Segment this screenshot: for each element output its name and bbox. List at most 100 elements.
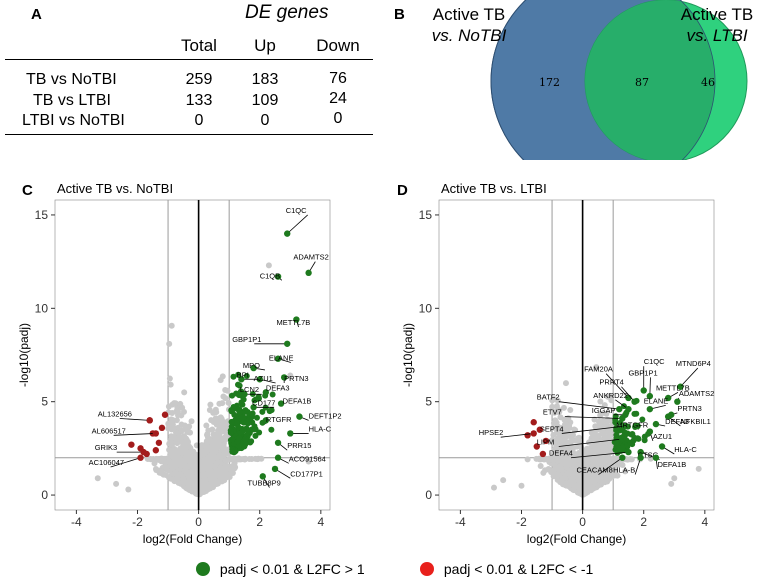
gene-label-leader [598,457,623,475]
gene-label: ANKRD22 [593,391,628,400]
venn-left-label-line1: Active TB [432,5,506,24]
y-tick-label: 0 [41,488,48,502]
gene-point-gray [574,467,581,474]
table-bottom-rule [5,134,373,135]
gene-label-leader [680,367,699,388]
plot-title: Active TB vs. LTBI [441,181,547,196]
gene-point-gray [597,398,604,405]
column-total: Total [181,36,217,55]
gene-point-gray [554,426,561,433]
gene-point-gray [204,482,211,489]
panel-letter-b: B [394,6,405,23]
gene-point-gray [187,448,194,455]
gene-point-green [259,473,266,480]
gene-point-gray [125,486,132,493]
gene-label-leader [119,418,150,421]
gene-point-gray [214,480,221,487]
gene-point-green [259,408,266,415]
gene-point-green [274,273,282,280]
gene-point-gray [169,417,176,424]
gene-point-green [239,428,246,435]
gene-point-gray [204,448,211,455]
gene-point-gray [113,480,120,487]
gene-point-red [539,450,547,458]
x-tick-label: 4 [701,515,708,529]
gene-label: ADAMTS2 [293,253,328,262]
gene-point-gray [595,466,602,473]
gene-point-green [619,454,626,461]
gene-label: DEFT1P2 [309,411,342,420]
gene-point-red [161,411,169,418]
gene-point-gray [218,472,225,479]
legend-green-dot-icon [196,562,210,577]
gene-point-gray [252,455,259,462]
gene-label-leader [558,438,623,447]
gene-point-gray [171,434,178,441]
gene-point-gray [601,468,608,475]
gene-point-gray [549,403,556,410]
gene-point-green [625,448,632,456]
row-up: 109 [251,92,279,109]
gene-point-gray [219,442,226,449]
y-tick-label: 15 [35,208,49,222]
gene-point-green [242,436,249,443]
gene-point-gray [588,468,595,475]
gene-point-gray [167,381,174,388]
gene-point-gray [166,474,173,481]
gene-point-gray [564,469,571,476]
gene-point-green [613,440,620,447]
gene-point-gray [559,429,566,436]
gene-point-gray [204,465,211,472]
gene-label: CTSG [638,451,659,460]
venn-left-label: Active TB vs. NoTBI [404,4,534,46]
gene-point-green [637,448,644,456]
panel-letter-a: A [31,6,42,23]
labeled-genes: MTND6P4 FAM20A C1QC GBP1P1 PRRT4 ADAMTS2METTL… [479,357,714,475]
gene-point-green [658,443,666,450]
gene-label: ETV7 [543,408,562,417]
gene-point-gray [305,458,312,465]
gene-point-gray [225,399,232,406]
gene-point-gray [606,442,613,449]
gene-point-gray [165,425,172,432]
gene-point-gray [222,436,229,443]
gene-point-green [250,404,257,411]
gene-label: MPO [243,361,260,370]
legend-down: padj < 0.01 & L2FC < -1 [420,560,593,577]
gene-label: C1QB [260,271,280,280]
gene-point-gray [583,462,590,469]
gene-point-gray [209,426,216,433]
gene-point-gray [595,443,602,450]
gene-point-red [524,432,531,439]
gene-point-red [140,448,147,456]
gene-point-gray [549,436,556,443]
gene-point-gray [541,455,548,462]
gene-point-gray [184,428,191,435]
gene-point-green [230,373,237,380]
gene-point-gray [603,476,610,483]
gene-point-gray [184,484,191,491]
gene-point-gray [518,482,525,489]
gene-point-gray [551,452,558,459]
gene-point-gray [158,468,165,475]
gene-point-gray [619,462,626,469]
gene-point-gray [229,468,236,475]
row-total: 0 [194,112,204,129]
gene-label: ADAMTS2 [679,389,714,398]
gene-label: C1QC [644,357,665,366]
gene-label-leader [570,451,629,459]
gene-point-green [231,411,238,418]
gene-point-gray [603,457,610,464]
gene-point-green [229,436,236,443]
gene-point-red [158,424,166,432]
gene-point-gray [154,456,161,463]
gene-label-leader [564,416,623,419]
gene-label: DEFA1B [283,396,312,405]
panel-letter-c: C [22,182,33,199]
gene-point-gray [585,447,592,454]
gene-point-gray [218,416,225,423]
gene-label: DEFA3 [665,417,689,426]
gene-point-gray [177,438,184,445]
gene-point-gray [168,322,175,329]
gene-point-gray [571,426,578,433]
